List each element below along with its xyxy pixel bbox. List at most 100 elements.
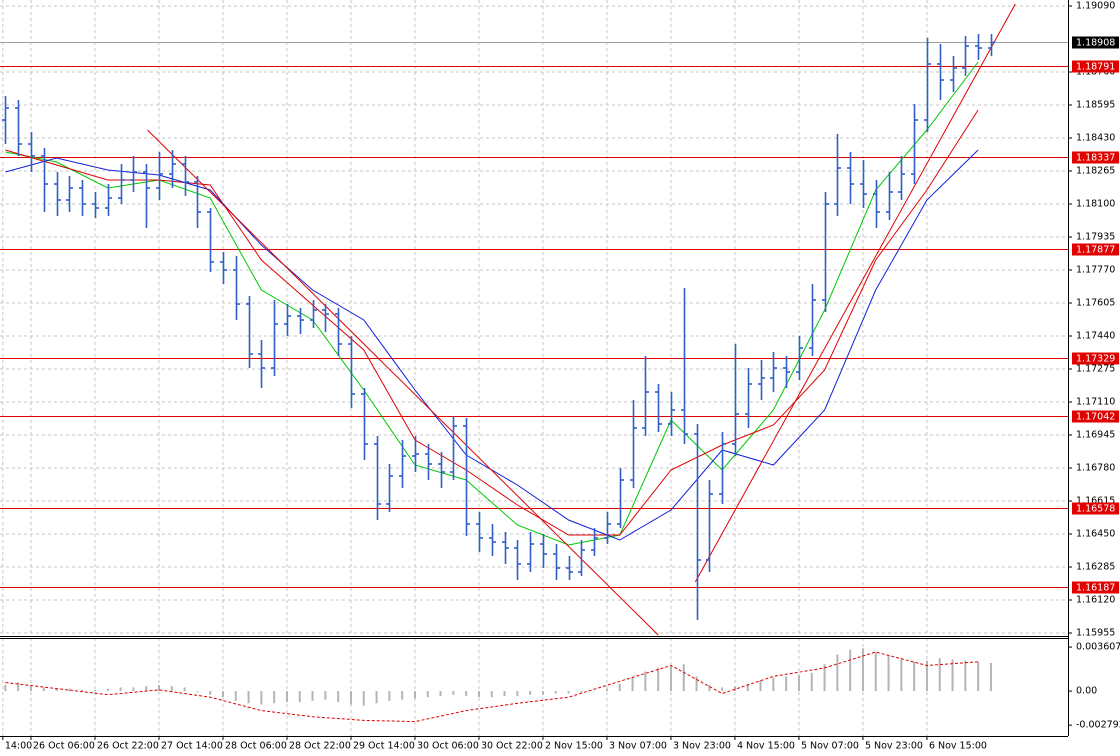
histogram-bar [413, 691, 416, 699]
level-label-box [1072, 243, 1119, 256]
histogram-bar [541, 691, 544, 695]
histogram-bar [337, 691, 340, 703]
histogram-bar [925, 660, 928, 692]
y-tick-label: 1.17110 [1076, 397, 1115, 408]
x-tick-label: 14:00 [5, 741, 32, 752]
y-tick-label: 1.17275 [1076, 364, 1115, 375]
histogram-bar [913, 661, 916, 692]
histogram-bar [529, 691, 532, 695]
histogram-bar [29, 686, 32, 692]
histogram-bar [55, 688, 58, 692]
y-tick-label: 0.003607 [1076, 642, 1120, 653]
histogram-bar [682, 664, 685, 692]
histogram-bar [580, 691, 583, 693]
histogram-bar [260, 691, 263, 705]
y-tick-label: 1.16450 [1076, 529, 1115, 540]
histogram-bar [145, 686, 148, 692]
x-tick-label: 26 Oct 06:00 [33, 741, 95, 752]
y-tick-label: 1.18100 [1076, 199, 1115, 210]
histogram-bar [938, 658, 941, 692]
histogram-bar [401, 691, 404, 700]
histogram-bar [733, 686, 736, 692]
level-label-box [1072, 60, 1119, 73]
level-label: 1.17329 [1076, 354, 1115, 365]
histogram-bar [234, 691, 237, 701]
x-tick-label: 28 Oct 06:00 [225, 741, 287, 752]
histogram-bar [759, 680, 762, 692]
histogram-bar [593, 691, 596, 692]
histogram-bar [452, 691, 455, 695]
x-tick-label: 27 Oct 14:00 [161, 741, 223, 752]
signal-line [5, 651, 979, 723]
histogram-bar [298, 691, 301, 703]
histogram-bar [68, 688, 71, 692]
x-tick-label: 6 Nov 15:00 [929, 741, 987, 752]
histogram-bar [772, 677, 775, 692]
histogram-bar [631, 677, 634, 692]
x-tick-label: 26 Oct 22:00 [97, 741, 159, 752]
histogram-bar [695, 676, 698, 692]
x-tick-label: 2 Nov 15:00 [545, 741, 603, 752]
histogram-bar [861, 648, 864, 692]
last-price-box [1072, 36, 1119, 49]
y-tick-label: 1.18265 [1076, 166, 1115, 177]
x-tick-label: 5 Nov 23:00 [865, 741, 923, 752]
x-tick-label: 28 Oct 22:00 [289, 741, 351, 752]
histogram-bar [17, 682, 20, 692]
level-label-box [1072, 581, 1119, 594]
y-tick-label: 1.15955 [1076, 628, 1115, 639]
moving-average [5, 61, 979, 546]
histogram-bar [797, 675, 800, 692]
histogram-bar [170, 686, 173, 692]
indicator-pane [2, 638, 992, 736]
histogram-bar [439, 691, 442, 696]
histogram-bar [887, 655, 890, 692]
level-label-box [1072, 410, 1119, 423]
level-label: 1.17877 [1076, 245, 1115, 256]
histogram-bar [119, 687, 122, 692]
y-tick-label: 1.17935 [1076, 232, 1115, 243]
histogram-bar [823, 664, 826, 692]
histogram-bar [106, 688, 109, 692]
level-label-box [1072, 352, 1119, 365]
level-label: 1.18337 [1076, 153, 1115, 164]
level-label: 1.16187 [1076, 583, 1115, 594]
histogram-bar [836, 654, 839, 692]
x-tick-label: 30 Oct 22:00 [481, 741, 543, 752]
histogram-bar [375, 691, 378, 704]
histogram-bar [951, 659, 954, 692]
trend-line [694, 3, 1016, 583]
histogram-bar [477, 691, 480, 698]
y-tick-label: 1.19090 [1076, 1, 1115, 12]
y-tick-label: 1.18430 [1076, 133, 1115, 144]
level-label-box [1072, 151, 1119, 164]
histogram-bar [708, 684, 711, 692]
histogram-bar [721, 687, 724, 692]
histogram-bar [900, 659, 903, 692]
histogram-bar [605, 688, 608, 692]
histogram-bar [132, 687, 135, 692]
histogram-bar [785, 676, 788, 692]
histogram-bar [669, 665, 672, 692]
histogram-bar [42, 687, 45, 692]
histogram-bar [196, 691, 199, 693]
trend-line [147, 129, 659, 636]
histogram-bar [93, 689, 96, 692]
histogram-bar [209, 691, 212, 695]
x-tick-label: 30 Oct 06:00 [417, 741, 479, 752]
histogram-bar [989, 663, 992, 692]
x-tick-label: 5 Nov 07:00 [801, 741, 859, 752]
y-tick-label: 1.16615 [1076, 496, 1115, 507]
level-label-box [1072, 502, 1119, 515]
histogram-bar [324, 691, 327, 700]
y-tick-label: 1.18595 [1076, 100, 1115, 111]
histogram-bar [362, 691, 365, 706]
y-tick-label: 1.17440 [1076, 331, 1115, 342]
histogram-bar [618, 683, 621, 692]
histogram-bar [516, 691, 519, 696]
x-tick-label: 29 Oct 14:00 [353, 741, 415, 752]
moving-average [5, 109, 979, 536]
